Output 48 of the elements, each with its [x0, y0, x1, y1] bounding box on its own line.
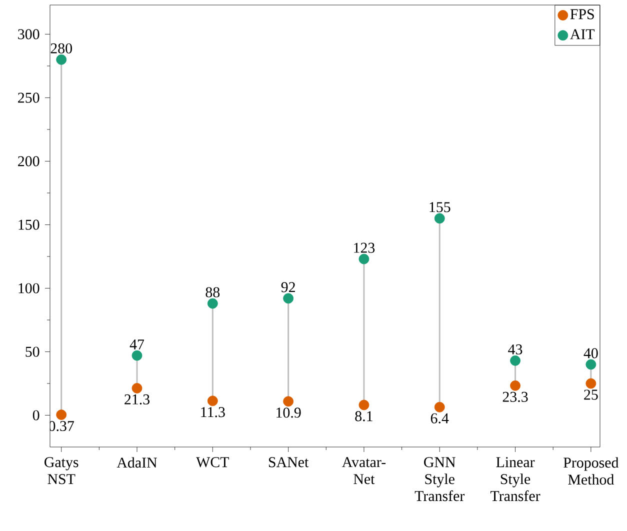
legend-label: FPS — [570, 9, 594, 20]
x-tick-label: Gatys NST — [44, 457, 78, 484]
data-label: 40 — [584, 348, 598, 358]
point — [586, 359, 596, 370]
point — [56, 54, 67, 65]
point — [132, 350, 142, 361]
y-tick-label: 200 — [18, 156, 40, 166]
y-tick-label: 0 — [32, 410, 40, 420]
point — [434, 213, 445, 224]
point — [510, 355, 520, 366]
x-tick-label: Proposed Method — [564, 457, 619, 485]
point — [358, 400, 370, 410]
data-label: 47 — [130, 340, 144, 350]
y-tick-label: 50 — [26, 346, 40, 357]
data-label: 155 — [430, 202, 450, 212]
point — [207, 298, 218, 309]
point — [132, 382, 142, 394]
point — [434, 402, 445, 412]
data-label: 88 — [206, 287, 220, 298]
point — [283, 293, 294, 304]
point — [586, 378, 596, 389]
legend-label: AIT — [570, 29, 595, 40]
y-tick-label: 150 — [18, 220, 40, 230]
data-label: 43 — [508, 344, 522, 354]
data-label: 21.3 — [124, 394, 150, 405]
x-tick-label: GNN Style Transfer — [414, 457, 465, 502]
x-tick-label: WCT — [196, 457, 230, 468]
point — [56, 410, 67, 420]
data-label: 6.4 — [430, 413, 449, 424]
x-tick-label: SANet — [268, 457, 309, 468]
y-tick-label: 250 — [18, 92, 40, 103]
point — [207, 396, 218, 406]
data-label: 10.9 — [276, 408, 301, 418]
x-tick-label: Avatar-Net — [342, 457, 386, 484]
point — [283, 396, 294, 407]
data-label: 25 — [584, 390, 598, 400]
y-tick-label: 100 — [18, 283, 40, 294]
data-label: 280 — [50, 43, 72, 54]
y-tick-label: 300 — [18, 29, 40, 40]
data-label: 11.3 — [201, 407, 225, 418]
data-label: 92 — [281, 282, 295, 292]
data-label: 123 — [354, 242, 375, 253]
x-tick-label: AdaIN — [116, 457, 157, 468]
point — [358, 254, 370, 264]
data-label: 8.1 — [355, 411, 372, 422]
data-label: 23.3 — [502, 392, 528, 402]
point — [510, 380, 520, 391]
x-tick-label: Linear Style Transfer — [490, 457, 540, 502]
